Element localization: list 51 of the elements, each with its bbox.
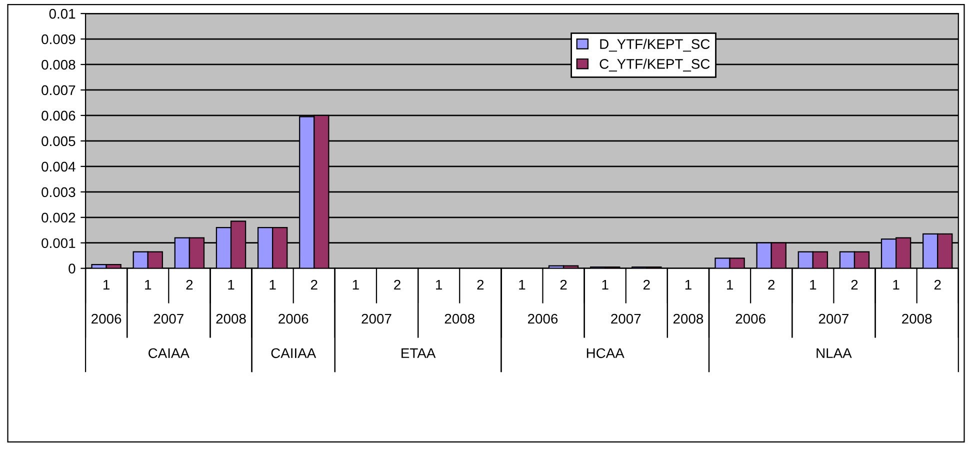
x-tick-label: 2 bbox=[186, 280, 193, 290]
y-tick-label: 0.005 bbox=[42, 136, 76, 146]
text: 2008 bbox=[216, 314, 246, 324]
text: 2007 bbox=[611, 314, 641, 324]
x-tick-label: 1 bbox=[726, 280, 733, 290]
legend-label: D_YTF/KEPT_SC bbox=[600, 38, 710, 52]
text: 2006 bbox=[528, 314, 558, 324]
text: ETAA bbox=[402, 348, 436, 358]
x-tick-label: 2 bbox=[477, 280, 484, 290]
x-tick-label: 1 bbox=[104, 280, 110, 290]
x-tick-label: 2 bbox=[310, 280, 318, 290]
text: 2006 bbox=[736, 314, 766, 324]
y-tick-label: 0.004 bbox=[42, 162, 76, 172]
y-tick-label: 0.009 bbox=[42, 34, 76, 44]
y-tick-label: 0.008 bbox=[42, 60, 76, 70]
legend-label: C_YTF/KEPT_SC bbox=[600, 58, 710, 72]
x-tick-label: 2 bbox=[643, 280, 650, 290]
x-tick-label: 1 bbox=[893, 280, 900, 290]
text: NLAA bbox=[816, 348, 852, 358]
x-tick-label: 1 bbox=[685, 280, 692, 290]
text: HCAA bbox=[586, 348, 624, 358]
x-tick-label: 2 bbox=[934, 280, 941, 290]
x-tick-label: 1 bbox=[352, 280, 359, 290]
text: CAIAA bbox=[148, 348, 190, 358]
text: 2008 bbox=[673, 314, 704, 324]
x-tick-label: 1 bbox=[519, 280, 526, 290]
text: 2007 bbox=[818, 314, 848, 324]
y-tick-label: 0.002 bbox=[42, 212, 76, 223]
text: 2007 bbox=[362, 314, 392, 324]
text: CAIIAA bbox=[271, 348, 316, 358]
text: 2006 bbox=[92, 314, 122, 324]
y-tick-label: 0.001 bbox=[42, 238, 76, 248]
y-tick-label: 0.003 bbox=[42, 187, 76, 198]
y-tick-label: 0.01 bbox=[49, 8, 76, 19]
x-tick-label: 1 bbox=[270, 280, 276, 290]
y-tick-label: 0 bbox=[68, 264, 76, 274]
x-tick-label: 2 bbox=[394, 280, 400, 290]
text: 2007 bbox=[154, 314, 184, 324]
x-tick-label: 1 bbox=[228, 280, 234, 290]
x-tick-label: 1 bbox=[810, 280, 816, 290]
x-tick-label: 1 bbox=[145, 280, 152, 290]
x-tick-label: 2 bbox=[560, 280, 567, 290]
x-tick-label: 1 bbox=[436, 280, 442, 290]
y-tick-label: 0.006 bbox=[42, 110, 76, 121]
x-tick-label: 1 bbox=[602, 280, 608, 290]
text: 2008 bbox=[902, 314, 932, 324]
text: 2006 bbox=[278, 314, 308, 324]
x-tick-label: 2 bbox=[768, 280, 775, 290]
x-tick-label: 2 bbox=[851, 280, 858, 290]
y-tick-label: 0.007 bbox=[42, 85, 76, 96]
text: 2008 bbox=[444, 314, 474, 324]
